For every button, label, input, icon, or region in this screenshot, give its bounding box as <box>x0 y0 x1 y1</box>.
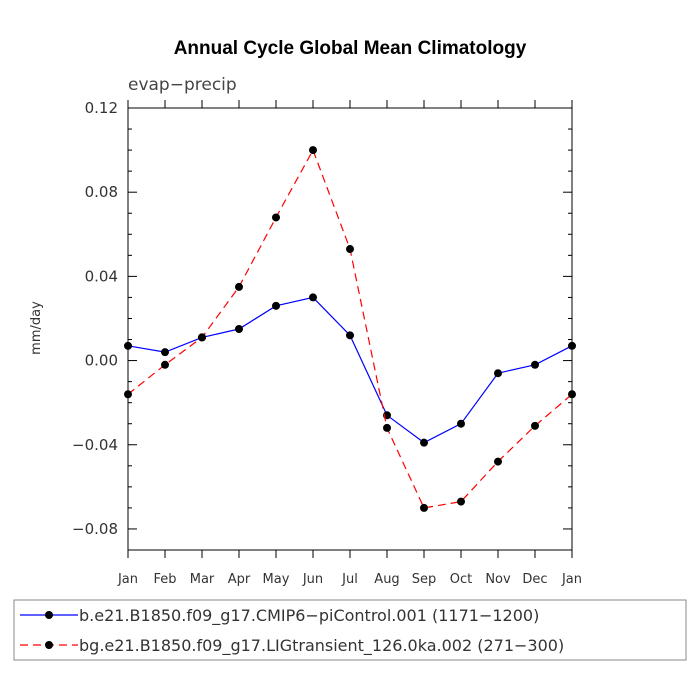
data-point <box>383 423 391 432</box>
x-tick-label: Oct <box>450 572 472 587</box>
legend-box <box>13 599 687 661</box>
data-point <box>346 245 354 254</box>
y-tick-label: 0.00 <box>85 352 118 370</box>
data-point <box>420 438 428 447</box>
plot-frame <box>127 107 573 551</box>
data-point <box>235 325 243 333</box>
legend-label-1: b.e21.B1850.f09_g17.CMIP6−piControl.001 … <box>79 606 539 626</box>
x-tick-label: Jun <box>302 572 323 587</box>
x-tick-label: Feb <box>153 572 176 587</box>
y-tick-labels: −0.08 −0.04 0.00 0.04 0.08 0.12 <box>72 99 118 538</box>
x-tick-label: Jan <box>117 572 138 587</box>
data-point <box>568 390 576 399</box>
data-point <box>309 146 317 155</box>
x-tick-label: Sep <box>412 572 437 587</box>
legend: b.e21.B1850.f09_g17.CMIP6−piControl.001 … <box>13 599 687 661</box>
data-point <box>457 497 465 506</box>
chart-subtitle: evap−precip <box>128 75 237 95</box>
data-point <box>531 421 539 430</box>
y-tick-label: −0.04 <box>72 436 118 454</box>
data-point <box>494 457 502 466</box>
x-tick-label: Jul <box>341 572 358 587</box>
series-layer <box>124 146 576 512</box>
x-tick-label: Apr <box>228 572 251 587</box>
legend-label-2: bg.e21.B1850.f09_g17.LIGtransient_126.0k… <box>79 636 564 656</box>
data-point <box>198 333 206 342</box>
legend-items: b.e21.B1850.f09_g17.CMIP6−piControl.001 … <box>20 606 564 656</box>
data-point <box>346 331 354 340</box>
x-tick-labels: Jan Feb Mar Apr May Jun Jul Aug Sep Oct Nov Dec Jan <box>117 572 582 587</box>
x-tick-label: Aug <box>374 572 399 587</box>
data-point <box>124 341 132 350</box>
data-point <box>420 503 428 512</box>
axis-ticks <box>127 100 573 558</box>
series-line-2 <box>127 148 573 509</box>
y-tick-label: 0.12 <box>85 99 118 117</box>
x-tick-label: Mar <box>190 572 215 587</box>
x-tick-label: Dec <box>522 572 547 587</box>
chart-title: Annual Cycle Global Mean Climatology <box>174 38 527 59</box>
y-tick-label: 0.08 <box>85 183 118 201</box>
data-point <box>272 301 280 310</box>
data-point <box>161 360 169 369</box>
data-point <box>309 293 317 302</box>
x-tick-label: May <box>263 572 290 587</box>
data-point <box>272 213 280 222</box>
legend-marker <box>45 641 53 649</box>
x-tick-label: Nov <box>485 572 511 587</box>
y-tick-label: −0.08 <box>72 520 118 538</box>
x-tick-label: Jan <box>561 572 582 587</box>
y-axis-label: mm/day <box>29 301 44 355</box>
data-point <box>568 341 576 350</box>
series-line-1 <box>127 296 573 444</box>
data-point <box>531 360 539 369</box>
data-point <box>161 348 169 357</box>
data-point <box>494 369 502 378</box>
data-point <box>457 419 465 428</box>
data-point <box>235 282 243 291</box>
y-tick-label: 0.04 <box>85 267 118 285</box>
legend-marker <box>45 611 53 619</box>
data-point <box>124 390 132 399</box>
